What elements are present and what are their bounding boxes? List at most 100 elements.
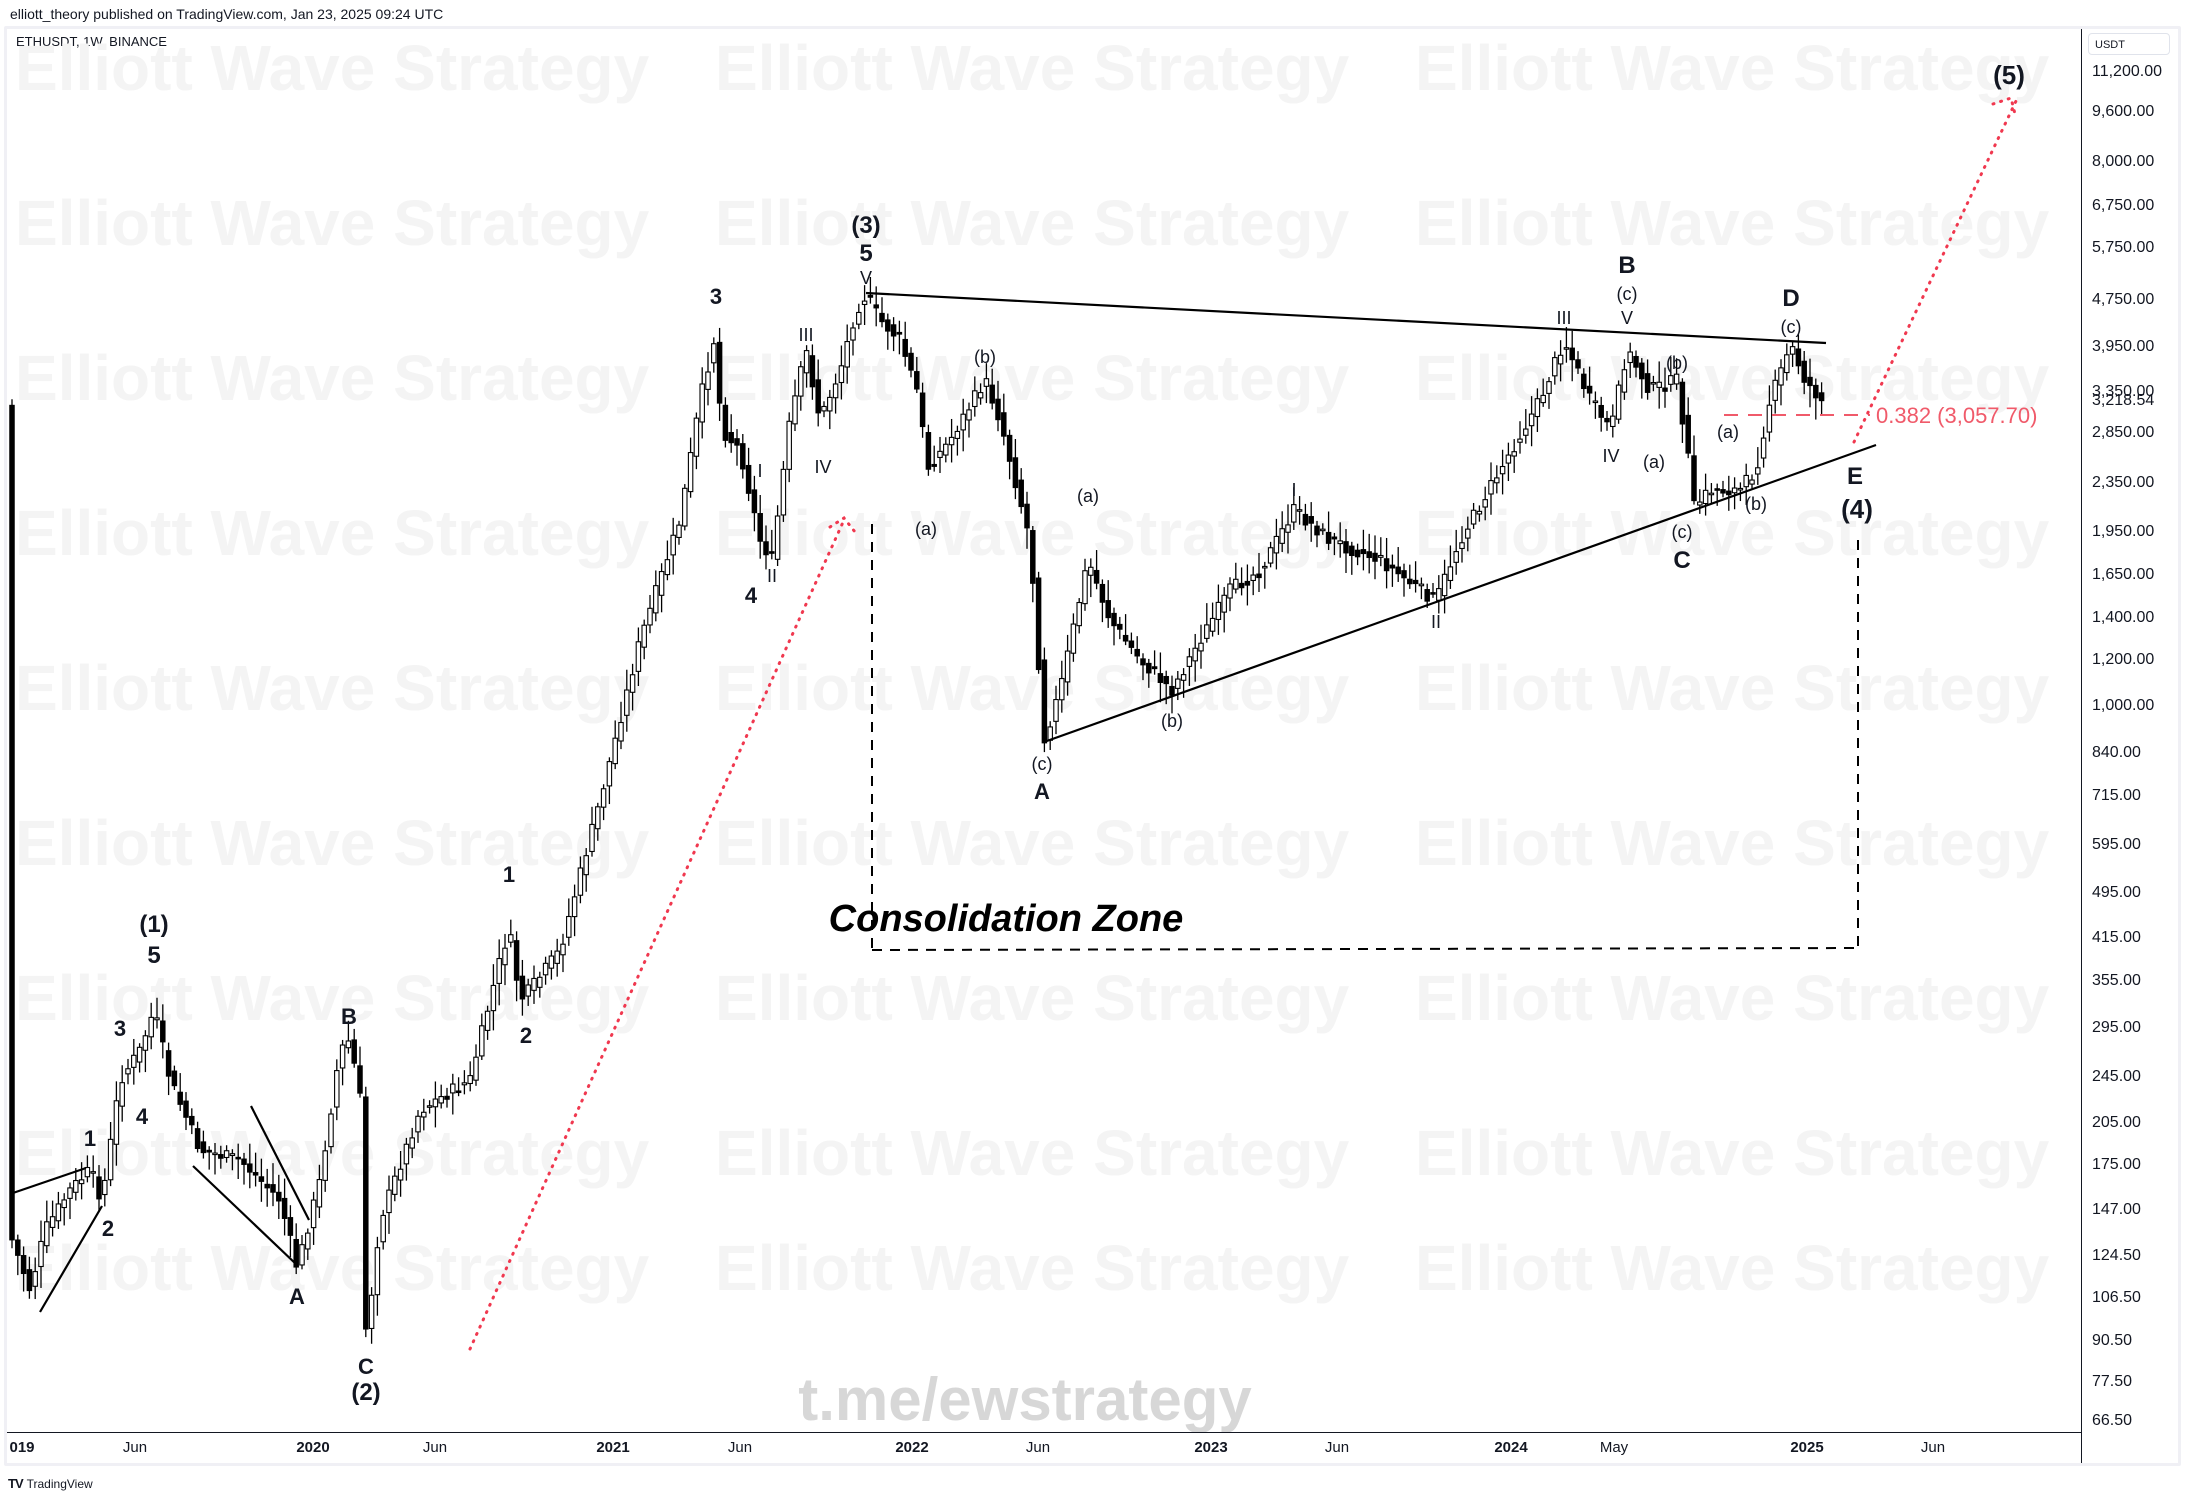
candle xyxy=(415,1115,421,1133)
candle xyxy=(1726,490,1732,496)
candle xyxy=(1482,499,1488,508)
candle xyxy=(815,379,821,414)
candle xyxy=(479,1025,485,1057)
candle xyxy=(1157,673,1164,683)
time-tick-label: 2020 xyxy=(296,1439,330,1456)
candle xyxy=(252,1172,259,1176)
candle xyxy=(49,1216,56,1228)
candle xyxy=(1221,594,1227,613)
candle xyxy=(1308,516,1314,524)
candle xyxy=(1337,540,1343,545)
diagonal-upper-line xyxy=(9,1166,87,1196)
wave-label: (b) xyxy=(974,347,996,367)
watermark-text: Elliott Wave Strategy xyxy=(1415,32,2050,104)
price-tick-label: 840.00 xyxy=(2092,744,2141,761)
candle xyxy=(363,1096,369,1330)
candle xyxy=(902,338,908,357)
price-tick-label: 77.50 xyxy=(2092,1373,2133,1390)
time-tick-label: Jun xyxy=(1324,1439,1350,1456)
price-tick-label: 355.00 xyxy=(2092,972,2141,989)
candle xyxy=(102,1179,108,1196)
candle xyxy=(397,1168,404,1181)
candle xyxy=(1569,347,1575,361)
candle xyxy=(641,624,647,648)
candle xyxy=(264,1183,270,1189)
time-tick-label: 2021 xyxy=(596,1439,630,1456)
candle xyxy=(1737,487,1744,491)
candle xyxy=(299,1244,305,1266)
tradingview-logo[interactable]: TV TradingView xyxy=(8,1476,93,1491)
candle xyxy=(235,1156,241,1160)
tradingview-logo-text: TradingView xyxy=(26,1476,93,1491)
wave-label: (4) xyxy=(1841,494,1873,524)
price-tick-label: 2,850.00 xyxy=(2092,424,2155,441)
wave-label: V xyxy=(1621,308,1633,328)
wave-label: (c) xyxy=(1781,317,1802,337)
candle xyxy=(670,534,676,556)
candle xyxy=(513,940,520,981)
candle xyxy=(26,1269,33,1292)
candle xyxy=(293,1238,299,1268)
wave-label: 1 xyxy=(84,1126,96,1151)
candle xyxy=(647,607,653,626)
candle xyxy=(890,324,897,337)
candle xyxy=(119,1082,125,1107)
candle xyxy=(699,383,705,423)
candle xyxy=(1169,685,1175,696)
wave-label: C xyxy=(358,1354,374,1379)
candle xyxy=(61,1199,67,1209)
candle xyxy=(450,1083,456,1094)
candle xyxy=(1296,509,1303,512)
price-axis[interactable]: USDT 11,200.00 9,600.00 8,000.00 6,750.00 5,… xyxy=(2081,29,2179,1463)
candle xyxy=(73,1179,79,1193)
candle xyxy=(351,1039,357,1064)
candle xyxy=(734,438,740,446)
watermark-text: Elliott Wave Strategy xyxy=(715,1117,1350,1189)
candle xyxy=(247,1163,253,1173)
price-tick-label: 1,000.00 xyxy=(2092,697,2155,714)
wave-label: IV xyxy=(814,457,831,477)
price-tick-label: 2,350.00 xyxy=(2092,474,2155,491)
candle xyxy=(1447,566,1454,582)
candle xyxy=(1186,656,1193,667)
candle xyxy=(171,1070,178,1087)
wave-label: IV xyxy=(1602,446,1619,466)
trendlines xyxy=(9,291,1877,1313)
candle xyxy=(386,1189,392,1214)
wave-label: 5 xyxy=(147,942,160,969)
candle xyxy=(403,1143,410,1165)
candle xyxy=(287,1217,294,1236)
fib-level-label: 0.382 (3,057.70) xyxy=(1876,403,2037,428)
candle xyxy=(1320,528,1326,532)
candle xyxy=(432,1098,439,1108)
candle xyxy=(1552,357,1558,377)
candle xyxy=(838,365,845,384)
candle xyxy=(1105,600,1111,619)
wave-label: 4 xyxy=(745,583,758,608)
candle xyxy=(1006,434,1013,462)
candle xyxy=(467,1075,473,1085)
candle xyxy=(1586,385,1593,394)
candle xyxy=(821,405,827,412)
wave-label: (a) xyxy=(1717,422,1739,442)
candle xyxy=(241,1158,247,1165)
wave-label: III xyxy=(798,325,813,345)
candle xyxy=(1401,570,1407,579)
candle xyxy=(653,585,659,614)
candle xyxy=(1598,404,1604,418)
wave-label: 3 xyxy=(710,284,722,309)
candle xyxy=(1041,659,1048,744)
candle xyxy=(948,436,955,446)
candle xyxy=(537,976,543,988)
candle xyxy=(1412,579,1419,585)
ending-diagonal-upper xyxy=(250,1105,310,1221)
candle xyxy=(682,487,688,527)
candle xyxy=(218,1154,224,1159)
candle xyxy=(1430,592,1436,595)
symbol-title[interactable]: ETHUSDT, 1W, BINANCE xyxy=(16,34,167,49)
candle xyxy=(1708,492,1715,496)
time-axis[interactable]: 019 Jun 2020 Jun 2021 Jun 2022 Jun 2023 Jun 2024 Ma… xyxy=(7,1432,2082,1464)
currency-unit-button[interactable]: USDT xyxy=(2088,33,2170,55)
candle xyxy=(1024,503,1030,529)
